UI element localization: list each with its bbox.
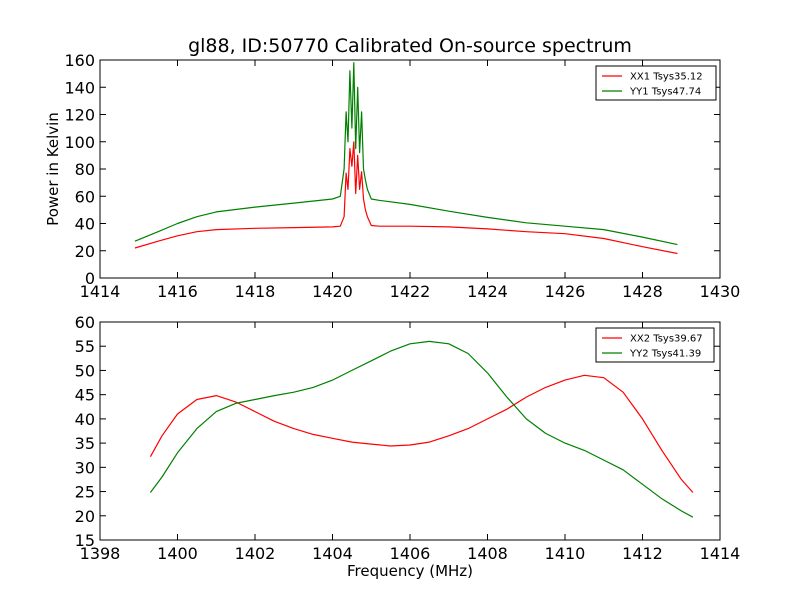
- y-tick-label: 15: [75, 531, 95, 550]
- y-tick-label: 0: [85, 269, 95, 288]
- x-tick-label: 1414: [700, 544, 741, 563]
- y-tick-label: 60: [75, 313, 95, 332]
- x-tick-label: 1422: [390, 282, 431, 301]
- y-tick-label: 20: [75, 242, 95, 261]
- y-tick-label: 45: [75, 386, 95, 405]
- x-tick-label: 1402: [235, 544, 276, 563]
- x-tick-label: 1398: [80, 544, 121, 563]
- x-tick-label: 1426: [545, 282, 586, 301]
- legend-box: [595, 65, 717, 101]
- y-tick-label: 55: [75, 337, 95, 356]
- y-tick-label: 50: [75, 361, 95, 380]
- x-tick-label: 1420: [312, 282, 353, 301]
- series-line-xx: [134, 141, 678, 255]
- axes-frame: [99, 321, 721, 541]
- legend-entry: YY2 Tsys41.39: [629, 349, 701, 360]
- x-tick-label: 1418: [235, 282, 276, 301]
- legend-entry: XX1 Tsys35.12: [630, 72, 703, 83]
- y-tick-label: 35: [75, 434, 95, 453]
- x-tick-label: 1412: [622, 544, 663, 563]
- x-tick-label: 1414: [80, 282, 121, 301]
- y-tick-label: 30: [75, 458, 95, 477]
- axes-frame: [99, 59, 721, 279]
- x-tick-label: 1428: [622, 282, 663, 301]
- y-tick-label: 40: [75, 410, 95, 429]
- x-tick-label: 1410: [545, 544, 586, 563]
- legend: XX2 Tsys39.67 YY2 Tsys41.39: [595, 327, 715, 363]
- bottom-spectrum-panel: Frequency (MHz) 1398 1400 1402 1404 1406 1408 1…: [75, 313, 741, 580]
- legend: XX1 Tsys35.12 YY1 Tsys47.74: [595, 65, 717, 101]
- y-tick-label: 25: [75, 483, 95, 502]
- y-tick-label: 40: [75, 215, 95, 234]
- y-tick-label: 80: [75, 160, 95, 179]
- chart-title: gl88, ID:50770 Calibrated On-source spec…: [188, 35, 632, 57]
- x-axis-label: Frequency (MHz): [347, 562, 473, 580]
- x-tick-label: 1404: [312, 544, 353, 563]
- legend-entry: YY1 Tsys47.74: [629, 87, 701, 98]
- x-tick-label: 1400: [157, 544, 198, 563]
- x-tick-label: 1408: [467, 544, 508, 563]
- y-tick-label: 160: [64, 51, 95, 70]
- y-axis-label: Power in Kelvin: [44, 112, 62, 226]
- series-line-xx: [149, 374, 694, 493]
- y-tick-label: 140: [64, 78, 95, 97]
- x-tick-label: 1430: [700, 282, 741, 301]
- x-tick-label: 1424: [467, 282, 508, 301]
- x-tick-label: 1406: [390, 544, 431, 563]
- y-tick-label: 60: [75, 187, 95, 206]
- y-tick-label: 20: [75, 507, 95, 526]
- series-line-yy: [134, 62, 678, 246]
- series-line-yy: [149, 340, 694, 518]
- y-tick-label: 100: [64, 133, 95, 152]
- top-spectrum-panel: gl88, ID:50770 Calibrated On-source spec…: [44, 35, 740, 301]
- y-tick-label: 120: [64, 106, 95, 125]
- x-tick-label: 1416: [157, 282, 198, 301]
- legend-box: [595, 327, 715, 363]
- legend-entry: XX2 Tsys39.67: [630, 334, 703, 345]
